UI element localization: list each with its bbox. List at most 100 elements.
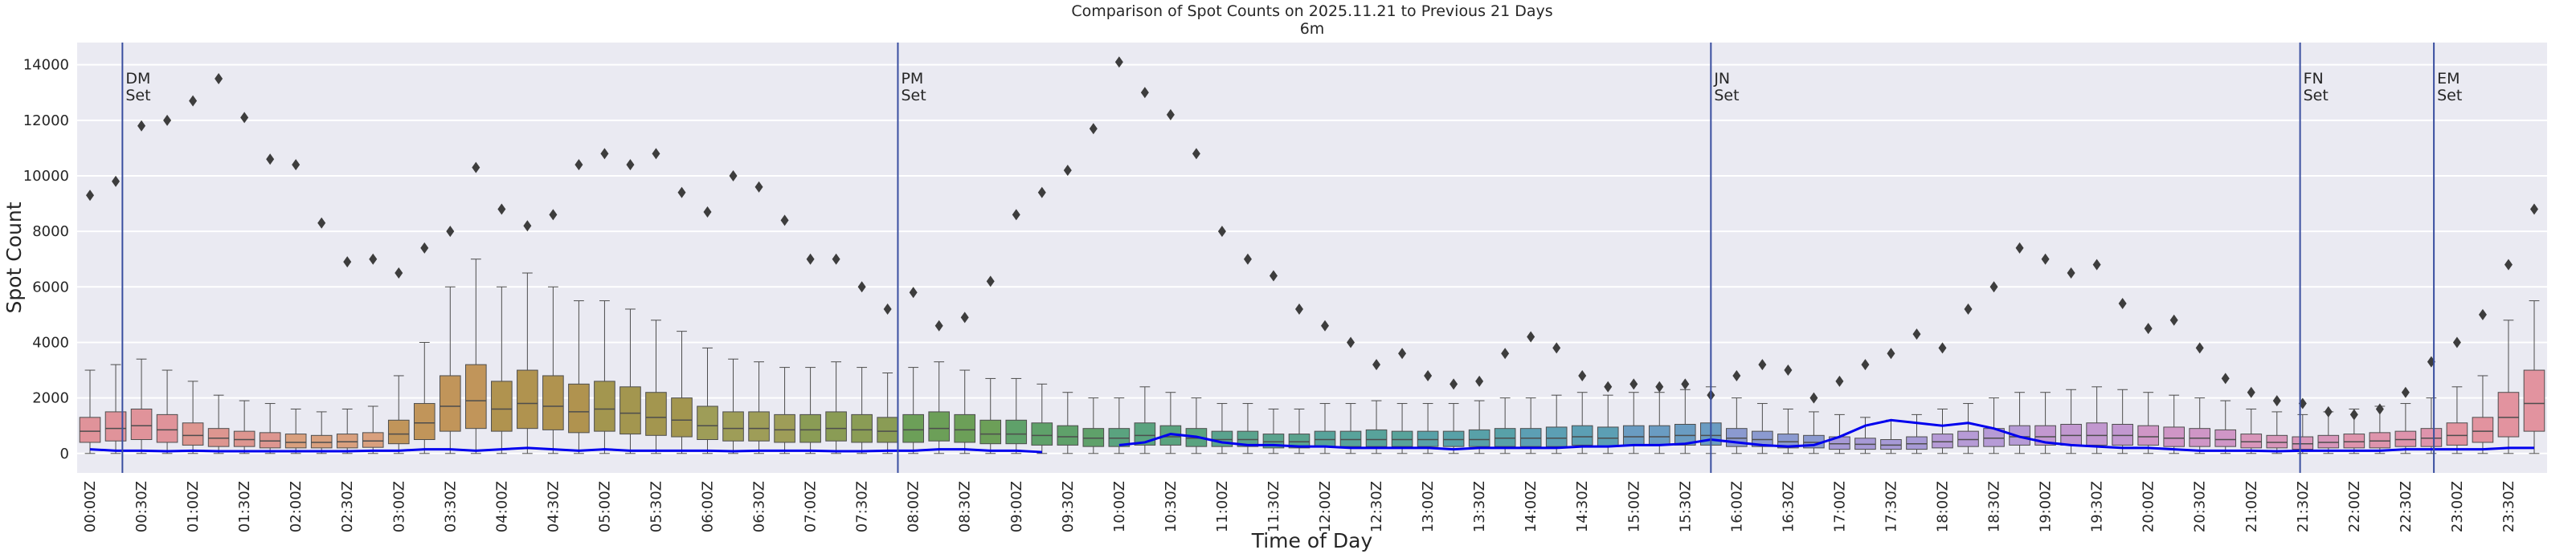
x-tick-label: 21:00Z	[2243, 481, 2260, 532]
x-tick-label: 04:00Z	[493, 481, 510, 532]
outlier	[2375, 403, 2384, 415]
x-tick-label: 18:30Z	[1986, 481, 2003, 532]
x-tick-label: 19:30Z	[2089, 481, 2106, 532]
box	[207, 428, 230, 447]
box	[799, 413, 821, 443]
outlier	[1578, 369, 1587, 381]
outlier	[2221, 373, 2230, 385]
outlier	[1501, 348, 1510, 360]
x-tick-label: 15:00Z	[1625, 481, 1642, 532]
box	[2137, 425, 2159, 446]
x-tick-label: 12:30Z	[1368, 481, 1385, 532]
outlier	[2092, 259, 2101, 271]
box	[2086, 422, 2108, 446]
outlier	[574, 159, 583, 171]
box	[1519, 428, 1542, 447]
outlier	[1989, 281, 1998, 293]
outlier	[266, 153, 275, 165]
x-tick-label: 17:00Z	[1831, 481, 1848, 532]
x-tick-label: 10:00Z	[1111, 481, 1128, 532]
x-tick-label: 01:30Z	[236, 481, 253, 532]
outlier	[1012, 209, 1020, 221]
box	[130, 408, 153, 441]
box	[902, 413, 924, 443]
outlier	[189, 95, 198, 107]
x-tick-label: 18:00Z	[1935, 481, 1952, 532]
outlier	[2195, 342, 2204, 354]
today-line	[89, 446, 1042, 454]
x-tick-label: 13:30Z	[1471, 481, 1488, 532]
y-tick-label: 8000	[32, 223, 69, 240]
x-tick-label: 16:30Z	[1780, 481, 1797, 532]
outlier	[1784, 365, 1793, 377]
box	[2420, 428, 2443, 447]
outlier	[883, 303, 892, 315]
outlier	[1140, 87, 1149, 99]
box	[645, 392, 667, 436]
annotation-label: EM	[2437, 70, 2459, 88]
annotation-label: FN	[2304, 70, 2324, 88]
outlier	[292, 159, 301, 171]
x-tick-label: 07:00Z	[803, 481, 820, 532]
outlier	[1938, 342, 1947, 354]
annotation-label: Set	[2437, 87, 2462, 104]
outlier	[1217, 226, 1226, 238]
outlier	[1347, 336, 1355, 348]
outlier	[1192, 148, 1200, 160]
outlier	[1114, 56, 1123, 68]
outlier	[2015, 242, 2024, 254]
outlier	[1372, 359, 1381, 371]
x-tick-label: 02:00Z	[288, 481, 305, 532]
x-tick-label: 20:30Z	[2192, 481, 2209, 532]
outlier	[2041, 253, 2050, 265]
y-tick-label: 10000	[23, 168, 69, 185]
box	[79, 417, 101, 443]
x-tick-label: 06:30Z	[751, 481, 768, 532]
x-tick-label: 16:00Z	[1728, 481, 1745, 532]
outlier	[549, 209, 558, 221]
box	[2394, 430, 2417, 447]
outlier	[2247, 386, 2255, 398]
outlier	[1269, 270, 1278, 282]
outlier	[343, 256, 352, 268]
y-tick-label: 2000	[32, 390, 69, 407]
box	[594, 381, 615, 432]
x-tick-label: 09:30Z	[1060, 481, 1077, 532]
box	[1597, 426, 1619, 447]
box	[954, 413, 976, 443]
outlier	[1527, 331, 1535, 343]
x-tick-label: 03:00Z	[390, 481, 407, 532]
x-tick-label: 13:00Z	[1420, 481, 1437, 532]
outlier	[857, 281, 866, 293]
x-tick-label: 22:00Z	[2346, 481, 2363, 532]
box	[2214, 429, 2237, 447]
box	[259, 432, 281, 449]
chart-subtitle: 6m	[1300, 20, 1325, 38]
box	[697, 405, 718, 441]
outlier	[2452, 336, 2461, 348]
outlier	[832, 253, 840, 265]
box	[2240, 434, 2263, 449]
y-tick-label: 0	[60, 446, 69, 462]
x-tick-label: 00:00Z	[82, 481, 99, 532]
outlier	[806, 253, 815, 265]
box	[465, 364, 487, 430]
box	[542, 375, 564, 430]
box	[491, 381, 513, 432]
outlier	[240, 112, 249, 124]
box	[1571, 425, 1593, 446]
box	[1082, 428, 1105, 447]
outlier	[369, 253, 378, 265]
box	[2317, 434, 2340, 449]
box	[413, 403, 435, 441]
box	[979, 419, 1002, 445]
box	[619, 386, 641, 435]
outlier	[1681, 378, 1690, 390]
outlier	[780, 214, 789, 226]
box	[825, 411, 847, 442]
outlier	[1398, 348, 1407, 360]
outlier	[1475, 375, 1484, 387]
outlier	[1089, 123, 1098, 135]
box	[1442, 430, 1465, 447]
box	[671, 397, 693, 438]
